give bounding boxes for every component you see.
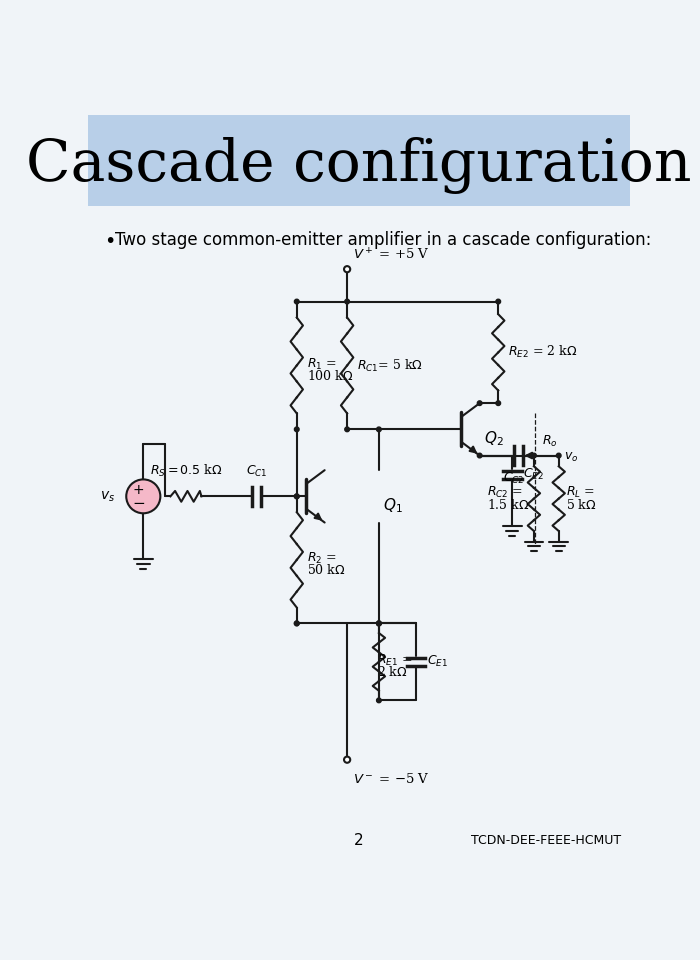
- Circle shape: [344, 756, 350, 763]
- Circle shape: [477, 453, 482, 458]
- Circle shape: [295, 494, 299, 498]
- Text: $R_o$: $R_o$: [542, 434, 557, 449]
- Text: $V^+$ = +5 V: $V^+$ = +5 V: [354, 248, 430, 263]
- Circle shape: [344, 266, 350, 273]
- Text: $Q_1$: $Q_1$: [383, 496, 402, 515]
- Circle shape: [345, 300, 349, 304]
- Circle shape: [295, 300, 299, 304]
- Circle shape: [126, 479, 160, 514]
- Text: 2 k$\Omega$: 2 k$\Omega$: [377, 665, 408, 679]
- Text: 1.5 k$\Omega$: 1.5 k$\Omega$: [487, 498, 530, 512]
- Text: 2: 2: [354, 833, 363, 848]
- Bar: [88, 115, 630, 206]
- Circle shape: [496, 300, 500, 304]
- Circle shape: [295, 621, 299, 626]
- Text: $Q_2$: $Q_2$: [484, 429, 503, 448]
- Text: $R_{C1}$= 5 k$\Omega$: $R_{C1}$= 5 k$\Omega$: [357, 357, 423, 373]
- Text: 5 k$\Omega$: 5 k$\Omega$: [566, 498, 597, 512]
- Text: $R_{E1}$ =: $R_{E1}$ =: [377, 653, 413, 668]
- Text: $R_{C2}$ =: $R_{C2}$ =: [487, 485, 524, 500]
- Text: 50 k$\Omega$: 50 k$\Omega$: [307, 563, 345, 577]
- Circle shape: [556, 453, 561, 458]
- Text: $R_S = 0.5$ k$\Omega$: $R_S = 0.5$ k$\Omega$: [150, 464, 222, 479]
- Text: $R_{E2}$ = 2 k$\Omega$: $R_{E2}$ = 2 k$\Omega$: [508, 345, 578, 360]
- Text: $R_L$ =: $R_L$ =: [566, 485, 596, 500]
- Text: $v_o$: $v_o$: [564, 450, 578, 464]
- Circle shape: [377, 621, 382, 626]
- Text: $R_1$ =: $R_1$ =: [307, 357, 337, 372]
- Circle shape: [496, 401, 500, 405]
- Text: $C_{E1}$: $C_{E1}$: [427, 655, 448, 669]
- Circle shape: [377, 427, 382, 432]
- Text: •: •: [104, 232, 116, 252]
- Text: +: +: [133, 483, 144, 497]
- Text: $C_{C2}$: $C_{C2}$: [503, 471, 524, 486]
- Text: 100 k$\Omega$: 100 k$\Omega$: [307, 370, 354, 383]
- Text: $C_{E2}$: $C_{E2}$: [523, 468, 544, 482]
- Text: Two stage common-emitter amplifier in a cascade configuration:: Two stage common-emitter amplifier in a …: [116, 230, 652, 249]
- Text: $V^-$ = $-$5 V: $V^-$ = $-$5 V: [354, 772, 430, 786]
- Text: Cascade configuration: Cascade configuration: [26, 136, 692, 194]
- Text: $C_{C1}$: $C_{C1}$: [246, 465, 267, 479]
- Text: TCDN-DEE-FEEE-HCMUT: TCDN-DEE-FEEE-HCMUT: [470, 834, 621, 847]
- Circle shape: [377, 698, 382, 703]
- Circle shape: [295, 621, 299, 626]
- Text: $R_2$ =: $R_2$ =: [307, 550, 337, 565]
- Circle shape: [345, 427, 349, 432]
- Circle shape: [295, 427, 299, 432]
- Circle shape: [531, 453, 536, 458]
- Circle shape: [377, 621, 382, 626]
- Text: $v_s$: $v_s$: [100, 490, 116, 504]
- Text: −: −: [132, 495, 145, 511]
- Circle shape: [295, 494, 299, 498]
- Circle shape: [477, 401, 482, 405]
- Circle shape: [377, 621, 382, 626]
